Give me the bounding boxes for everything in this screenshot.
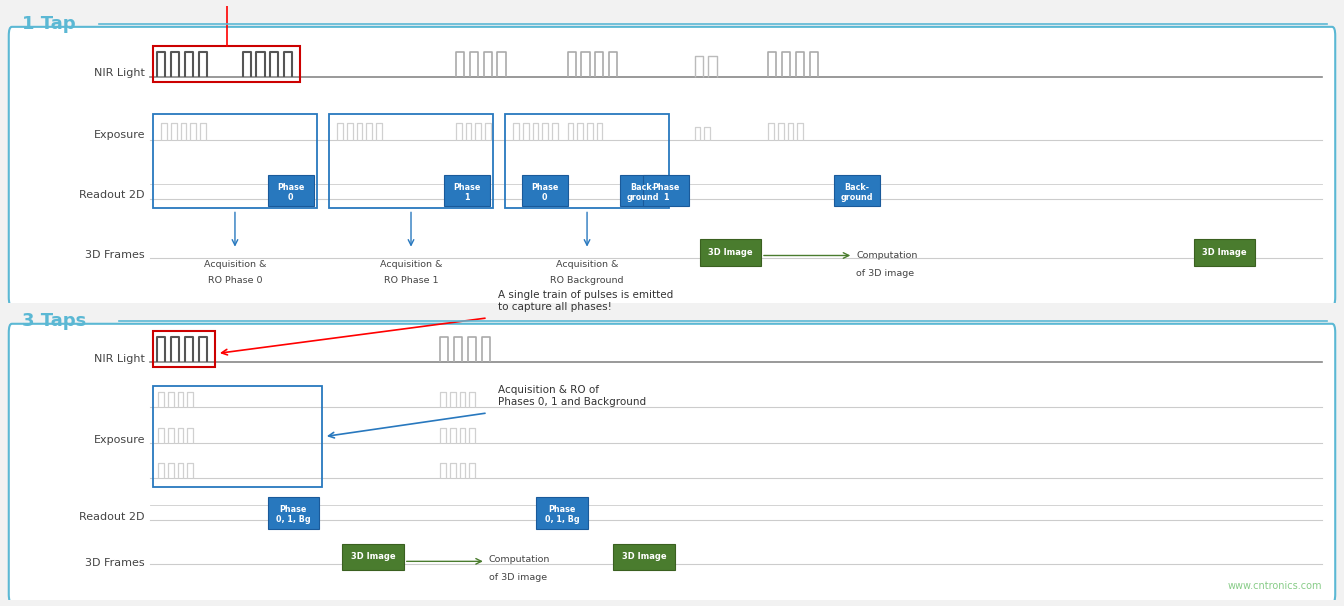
Text: 3D Image: 3D Image xyxy=(1203,248,1247,257)
Text: 0: 0 xyxy=(288,193,293,202)
Text: Readout 2D: Readout 2D xyxy=(79,190,145,199)
Text: Exposure: Exposure xyxy=(93,435,145,445)
Text: NIR Light: NIR Light xyxy=(94,68,145,78)
Bar xyxy=(521,175,567,207)
Text: RO Phase 1: RO Phase 1 xyxy=(384,276,438,285)
Text: ground: ground xyxy=(626,193,659,202)
Text: Exposure: Exposure xyxy=(93,130,145,140)
Text: Readout 2D: Readout 2D xyxy=(79,512,145,522)
Text: 0: 0 xyxy=(542,193,547,202)
Text: 3D Image: 3D Image xyxy=(351,553,395,561)
Bar xyxy=(343,544,403,570)
Text: Acquisition &: Acquisition & xyxy=(556,260,618,269)
Text: Phase: Phase xyxy=(653,182,680,191)
Text: Computation: Computation xyxy=(489,555,550,564)
Bar xyxy=(1193,239,1255,266)
Text: RO Phase 0: RO Phase 0 xyxy=(208,276,262,285)
Bar xyxy=(267,175,313,207)
Text: Computation: Computation xyxy=(856,251,918,260)
Text: 1: 1 xyxy=(664,193,669,202)
Bar xyxy=(267,498,319,528)
Bar xyxy=(833,175,880,207)
Text: 3D Frames: 3D Frames xyxy=(85,558,145,568)
Bar xyxy=(153,386,323,487)
Text: Acquisition &: Acquisition & xyxy=(380,260,442,269)
Text: www.cntronics.com: www.cntronics.com xyxy=(1227,581,1322,591)
Text: 1: 1 xyxy=(464,193,469,202)
Text: 1 Tap: 1 Tap xyxy=(22,15,75,33)
Bar xyxy=(536,498,587,528)
Bar xyxy=(444,175,489,207)
Text: Phase: Phase xyxy=(548,505,575,514)
Text: 0, 1, Bg: 0, 1, Bg xyxy=(276,516,310,524)
Text: Acquisition & RO of
Phases 0, 1 and Background: Acquisition & RO of Phases 0, 1 and Back… xyxy=(499,385,646,407)
Text: RO Background: RO Background xyxy=(550,276,624,285)
FancyBboxPatch shape xyxy=(9,324,1335,603)
Bar xyxy=(644,175,689,207)
Text: of 3D image: of 3D image xyxy=(856,269,914,278)
Text: 0, 1, Bg: 0, 1, Bg xyxy=(544,516,579,524)
Bar xyxy=(153,115,317,208)
Text: 3D Image: 3D Image xyxy=(621,553,667,561)
Text: Acquisition &: Acquisition & xyxy=(204,260,266,269)
Text: Phase: Phase xyxy=(531,182,558,191)
Bar xyxy=(153,46,301,82)
Text: Phase: Phase xyxy=(277,182,305,191)
Text: Phase: Phase xyxy=(280,505,306,514)
Text: Back-: Back- xyxy=(630,182,656,191)
Text: NIR Light: NIR Light xyxy=(94,355,145,364)
Bar xyxy=(700,239,761,266)
Text: 3 Taps: 3 Taps xyxy=(22,312,86,330)
Text: ground: ground xyxy=(840,193,874,202)
Text: Back-: Back- xyxy=(844,182,870,191)
Text: 3D Frames: 3D Frames xyxy=(85,250,145,261)
Bar xyxy=(505,115,669,208)
Text: 3D Image: 3D Image xyxy=(708,248,753,257)
FancyBboxPatch shape xyxy=(9,27,1335,306)
Text: of 3D image: of 3D image xyxy=(489,573,547,582)
Text: A single train of pulses is emitted
to capture all phases!: A single train of pulses is emitted to c… xyxy=(499,290,673,312)
Bar xyxy=(329,115,493,208)
Bar xyxy=(613,544,675,570)
Bar xyxy=(153,331,215,367)
Bar xyxy=(620,175,665,207)
Text: Phase: Phase xyxy=(453,182,480,191)
